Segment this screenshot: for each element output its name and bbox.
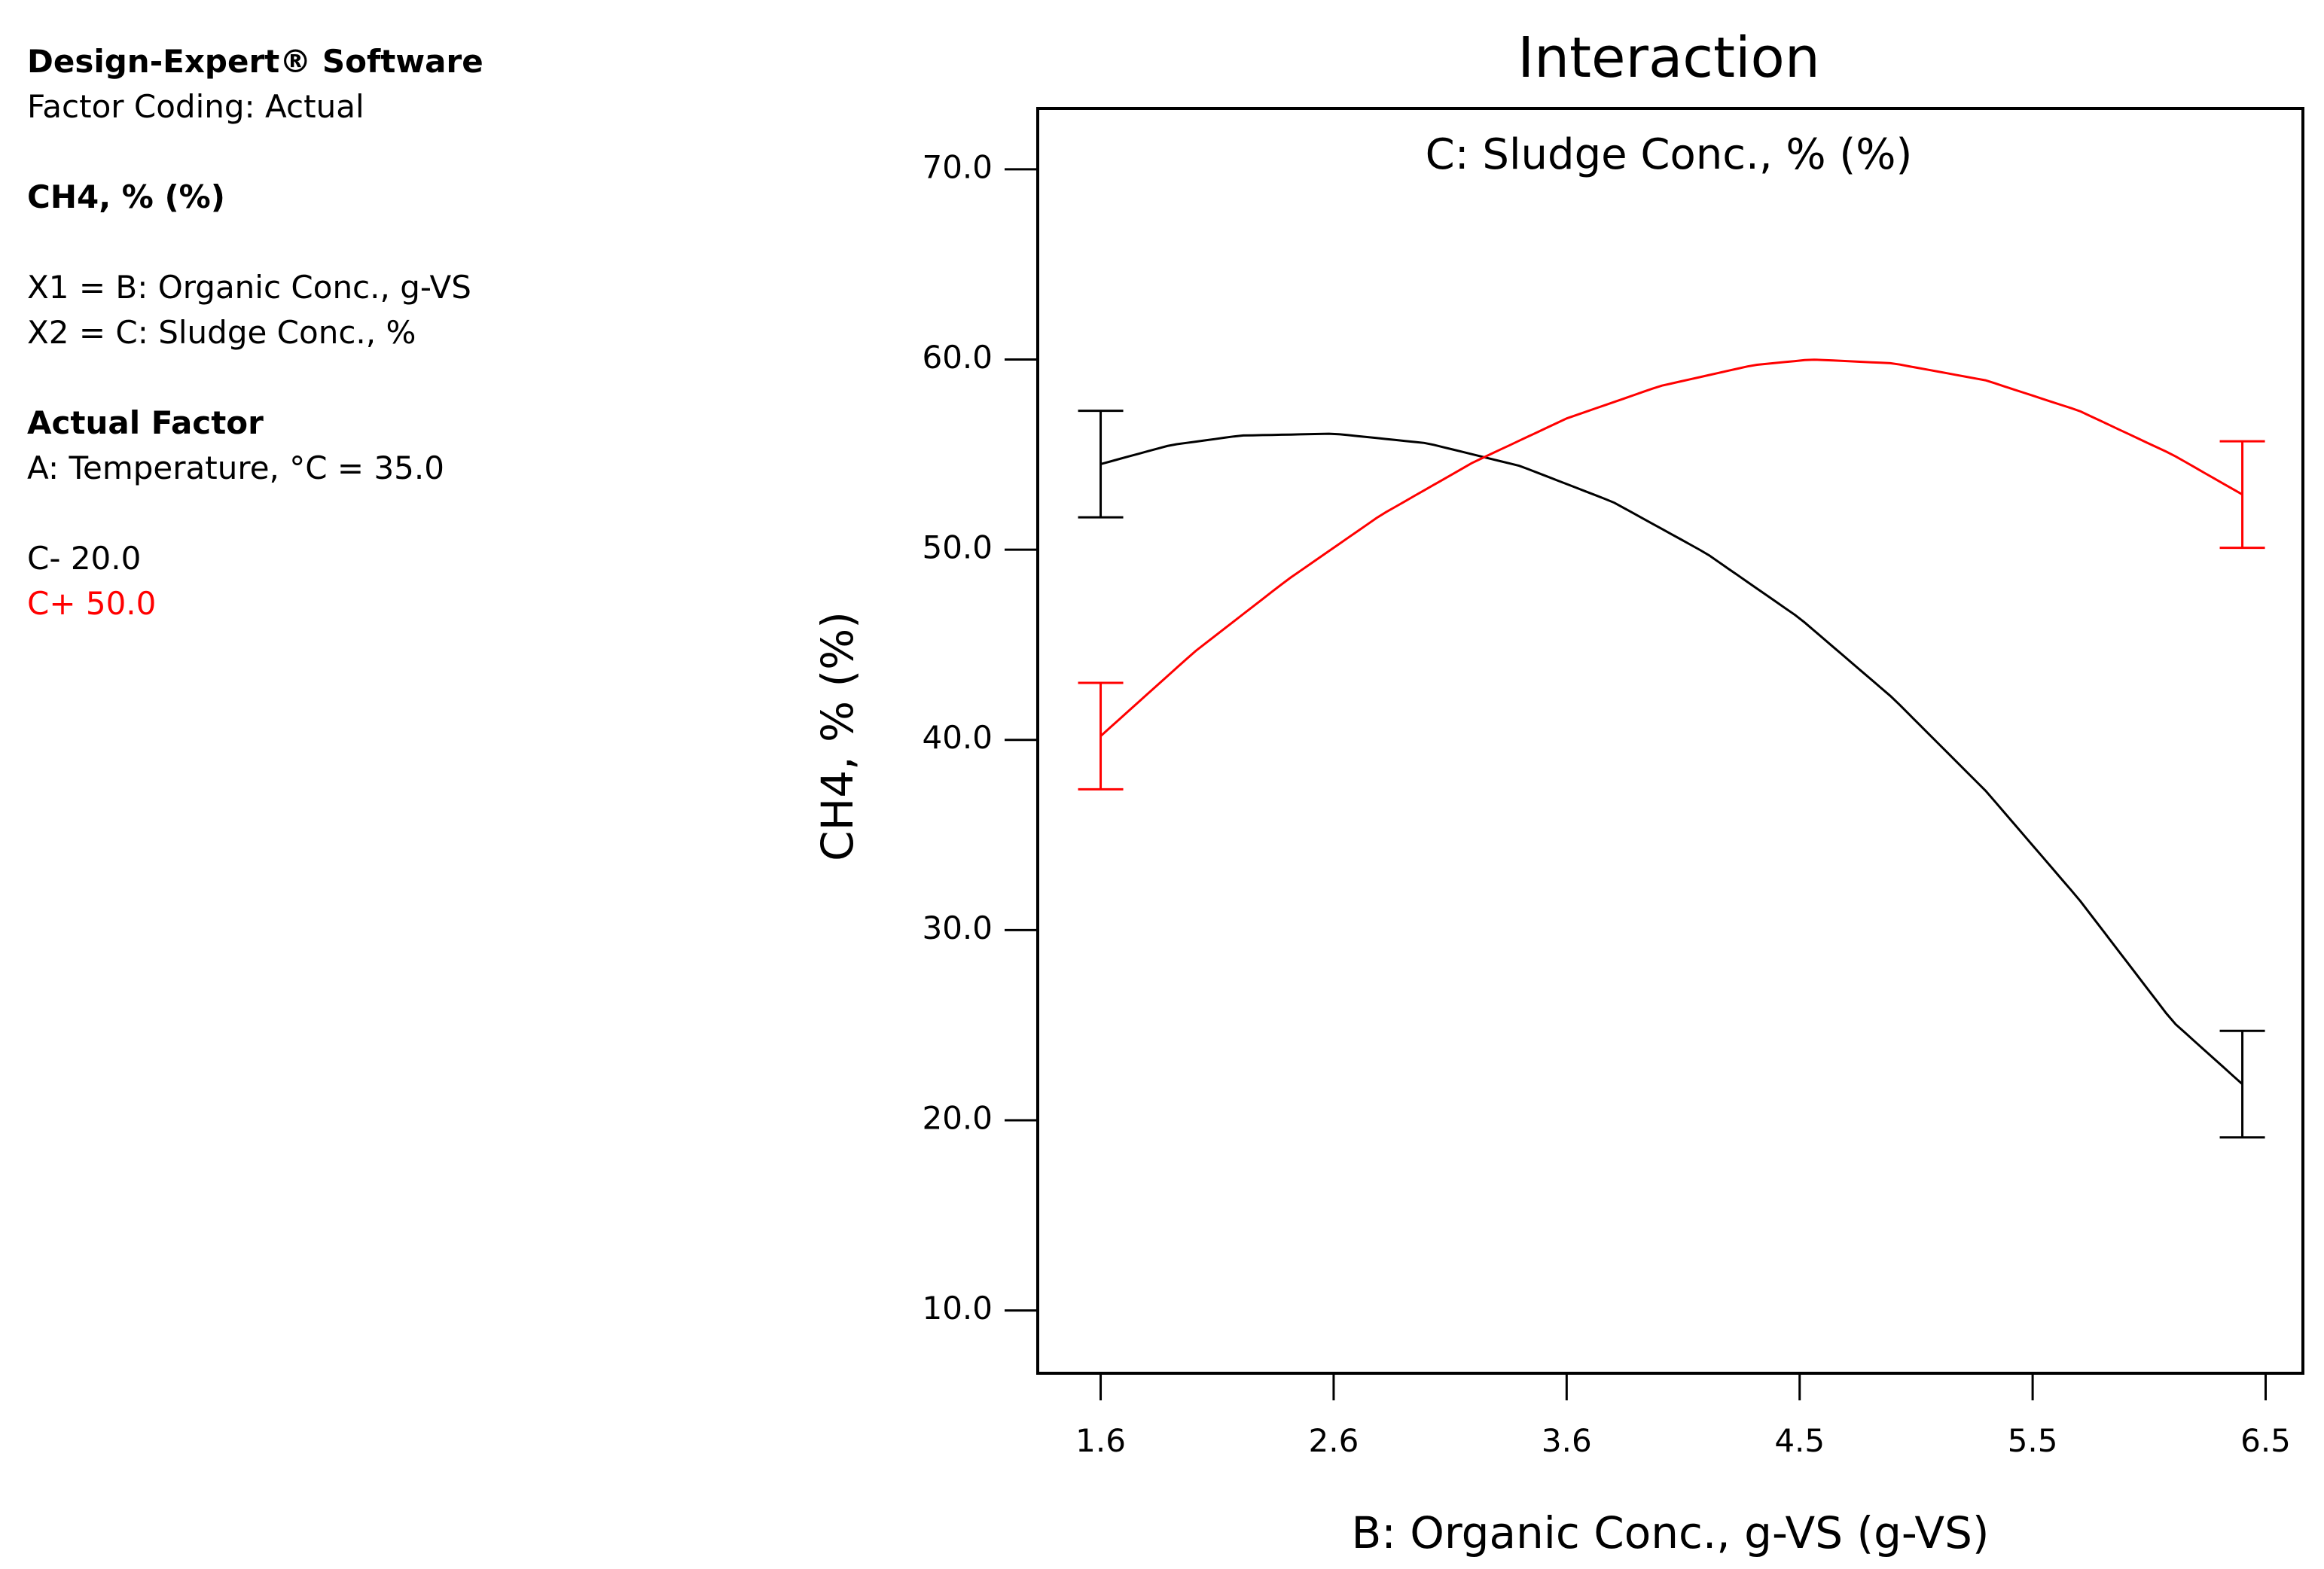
actual-factor-value: A: Temperature, °C = 35.0 (27, 449, 444, 486)
y-tick-label: 70.0 (922, 148, 993, 185)
series-line (1100, 432, 2243, 1086)
y-tick-label: 10.0 (922, 1290, 993, 1327)
y-tick-label: 50.0 (922, 529, 993, 566)
x-tick-label: 3.6 (1542, 1422, 1592, 1459)
response-name: CH4, % (%) (27, 178, 225, 215)
y-tick-label: 30.0 (922, 909, 993, 946)
plot-frame (1036, 107, 2304, 1375)
info-panel: Design-Expert® Software Factor Coding: A… (27, 39, 705, 626)
software-name: Design-Expert® Software (27, 43, 483, 80)
x-tick-label: 2.6 (1309, 1422, 1359, 1459)
y-tick-label: 60.0 (922, 339, 993, 376)
x-tick-label: 5.5 (2008, 1422, 2058, 1459)
x-tick-label: 6.5 (2240, 1422, 2291, 1459)
chart-subtitle: C: Sludge Conc., % (%) (1426, 130, 1913, 179)
y-axis: 10.0 20.0 30.0 40.0 50.0 60.0 70.0 (922, 148, 1038, 1327)
legend-entry-c-plus: C+ 50.0 (27, 585, 157, 622)
series-line (1099, 358, 2243, 737)
x-tick-label: 4.5 (1774, 1422, 1825, 1459)
y-tick-label: 40.0 (922, 719, 993, 756)
x-axis-label: B: Organic Conc., g-VS (g-VS) (1351, 1507, 1989, 1558)
y-axis-label: CH4, % (%) (812, 611, 863, 861)
x-axis: 1.6 2.6 3.6 4.5 5.5 6.5 (1075, 1373, 2291, 1459)
y-tick-label: 20.0 (922, 1100, 993, 1137)
series-layer (1078, 358, 2265, 1139)
x1-definition: X1 = B: Organic Conc., g-VS (27, 269, 471, 306)
chart-title: Interaction (1517, 26, 1819, 90)
x-tick-label: 1.6 (1075, 1422, 1126, 1459)
factor-coding: Factor Coding: Actual (27, 88, 364, 125)
legend-entry-c-minus: C- 20.0 (27, 540, 142, 577)
actual-factor-heading: Actual Factor (27, 404, 264, 441)
x2-definition: X2 = C: Sludge Conc., % (27, 314, 416, 351)
